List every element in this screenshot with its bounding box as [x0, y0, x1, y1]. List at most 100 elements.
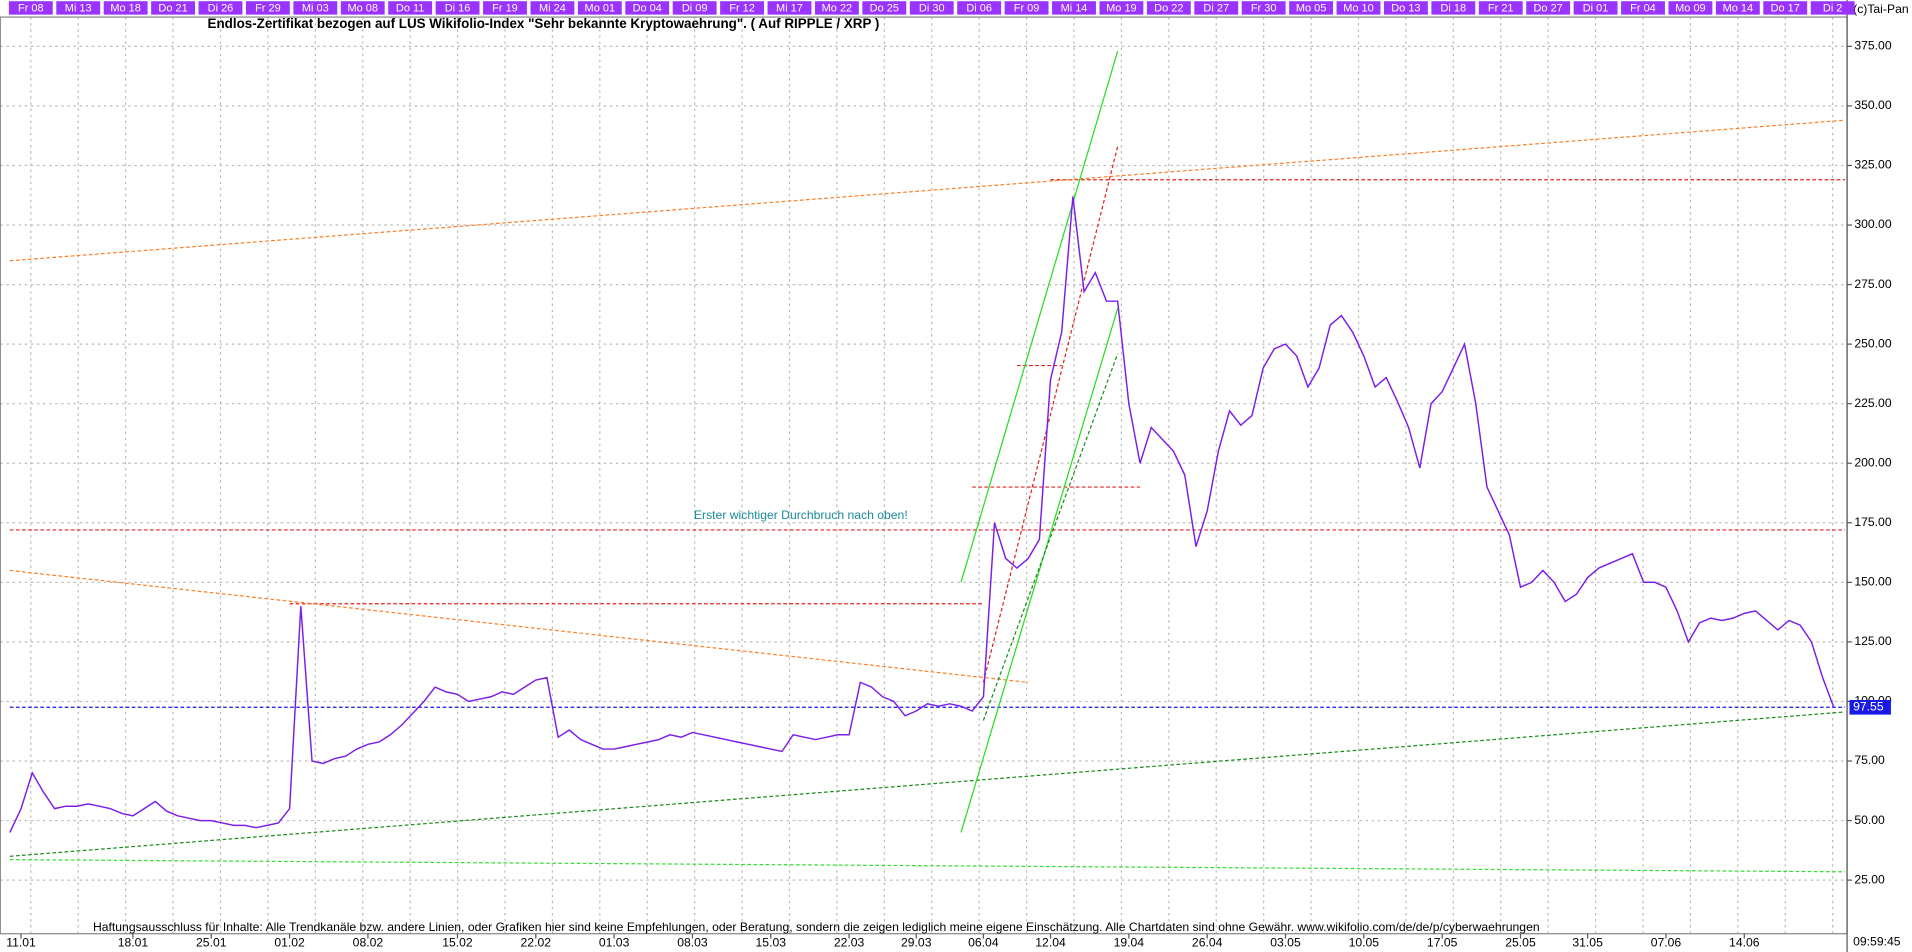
top-date-box: [8, 1, 53, 15]
top-date-label: Mo 09: [1675, 2, 1705, 14]
trend-line: [960, 50, 1119, 583]
y-tick-label: 275.00: [1854, 277, 1891, 291]
top-date-box: [957, 1, 1002, 15]
trend-line: [9, 859, 1846, 873]
top-date-label: Di 30: [919, 2, 945, 14]
y-tick-label: 300.00: [1854, 217, 1891, 231]
top-date-box: [293, 1, 338, 15]
top-date-box: [1052, 1, 1096, 15]
trend-line: [982, 146, 1119, 683]
top-date-box: [672, 1, 717, 15]
grid-layer: [0, 17, 1848, 934]
top-date-label: Di 16: [445, 2, 471, 14]
top-date-label: Mi 24: [539, 2, 566, 14]
top-date-label: Di 2: [1823, 2, 1843, 14]
top-date-label: Mi 14: [1061, 2, 1088, 14]
top-date-box: [388, 1, 433, 15]
top-date-label: Do 11: [396, 2, 424, 14]
top-date-label: Do 17: [1771, 2, 1800, 14]
top-date-box: [1573, 1, 1618, 15]
top-date-box: [1668, 1, 1713, 15]
x-tick-label: 25.05: [1505, 936, 1536, 950]
top-date-box: [625, 1, 670, 15]
top-date-label: Di 18: [1441, 2, 1467, 14]
x-tick-label: 31.05: [1572, 936, 1603, 950]
top-date-box: [151, 1, 196, 15]
top-date-box: [1383, 1, 1428, 15]
top-date-label: Mi 17: [776, 2, 803, 14]
top-date-label: Di 09: [682, 2, 708, 14]
top-date-label: Mo 08: [347, 2, 378, 14]
y-tick-label: 75.00: [1854, 753, 1885, 767]
x-tick-label: 08.02: [353, 936, 384, 950]
top-date-box: [1431, 1, 1476, 15]
top-date-box: [435, 1, 480, 15]
top-date-label: Fr 29: [255, 2, 281, 14]
top-date-box: [245, 1, 290, 15]
y-tick-label: 325.00: [1854, 158, 1891, 172]
top-date-label: Mo 14: [1723, 2, 1754, 14]
top-date-box: [1336, 1, 1381, 15]
top-date-label: Fr 12: [729, 2, 755, 14]
x-tick-label: 03.05: [1270, 936, 1301, 950]
top-date-box: [767, 1, 812, 15]
top-date-box: [862, 1, 907, 15]
x-tick-label: 01.03: [599, 936, 630, 950]
y-tick-label: 250.00: [1854, 336, 1891, 350]
top-date-label: Do 13: [1391, 2, 1420, 14]
top-date-box: [1146, 1, 1191, 15]
x-tick-label: 10.05: [1349, 936, 1380, 950]
top-date-label: Do 04: [633, 2, 662, 14]
top-date-box: [340, 1, 385, 15]
top-date-box: [1004, 1, 1049, 15]
trend-line: [9, 119, 1846, 262]
x-tick-label: 07.06: [1651, 936, 1682, 950]
annotation: Erster wichtiger Durchbruch nach oben!: [694, 508, 908, 522]
top-date-label: Di 01: [1583, 2, 1609, 14]
top-date-label: Mi 03: [302, 2, 329, 14]
top-date-box: [103, 1, 148, 15]
y-tick-label: 50.00: [1854, 813, 1885, 827]
y-tick-label: 175.00: [1854, 515, 1891, 529]
x-tick-label: 26.04: [1192, 936, 1223, 950]
top-date-label: Do 25: [870, 2, 899, 14]
top-date-label: Mo 01: [585, 2, 616, 14]
x-tick-label: 12.04: [1035, 936, 1066, 950]
top-date-label: Mo 22: [822, 2, 853, 14]
top-date-label: Mo 05: [1296, 2, 1327, 14]
top-date-box: [577, 1, 622, 15]
top-date-box: [909, 1, 954, 15]
top-date-box: [1241, 1, 1286, 15]
top-date-label: Mo 19: [1106, 2, 1137, 14]
x-tick-label: 17.05: [1427, 936, 1458, 950]
chart-title: Endlos-Zertifikat bezogen auf LUS Wikifo…: [208, 16, 880, 31]
top-date-label: Fr 08: [18, 2, 44, 14]
y-tick-label: 150.00: [1854, 575, 1891, 589]
top-date-box: [1763, 1, 1808, 15]
top-date-box: [1099, 1, 1144, 15]
top-date-label: Fr 30: [1251, 2, 1277, 14]
x-tick-label: 19.04: [1114, 936, 1145, 950]
top-date-box: [1194, 1, 1239, 15]
top-date-label: Di 06: [966, 2, 992, 14]
top-date-box: [814, 1, 859, 15]
x-tick-label: 06.04: [968, 936, 999, 950]
watermark: (c)Tai-Pan: [1853, 2, 1908, 16]
y-tick-label: 125.00: [1854, 634, 1891, 648]
x-tick-label: 22.02: [521, 936, 552, 950]
top-date-box: [483, 1, 527, 15]
top-date-label: Mo 18: [110, 2, 141, 14]
top-date-label: Fr 09: [1014, 2, 1040, 14]
x-tick-label: 22.03: [834, 936, 865, 950]
last-value-box: [1849, 699, 1891, 715]
top-date-box: [1715, 1, 1760, 15]
x-tick-label: 18.01: [118, 936, 149, 950]
top-date-box: [1810, 1, 1855, 15]
top-date-label: Di 27: [1203, 2, 1229, 14]
top-date-box: [1289, 1, 1334, 15]
top-date-box: [1526, 1, 1571, 15]
trend-line: [960, 308, 1119, 833]
x-tick-label: 15.03: [756, 936, 787, 950]
